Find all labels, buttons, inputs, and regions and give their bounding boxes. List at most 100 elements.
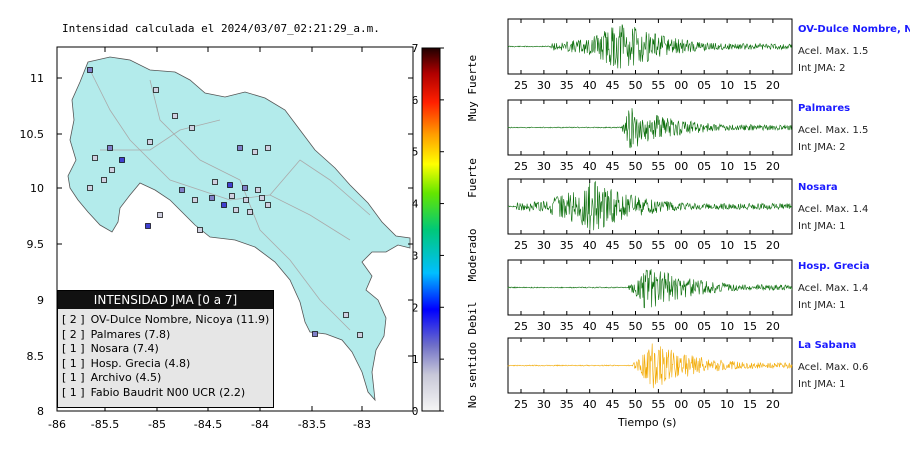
seismogram-panel: 25 30 35 40 45 50 55 00 05 10 15 20 — [507, 99, 793, 173]
time-tick-label: 05 — [697, 79, 711, 92]
time-tick-label: 55 — [651, 239, 665, 252]
time-tick-label: 20 — [766, 398, 780, 411]
station-marker — [265, 202, 271, 208]
map-x-tick-label: -83 — [353, 418, 371, 431]
time-tick-label: 35 — [560, 79, 574, 92]
seismogram-trace — [507, 269, 793, 309]
map-x-tick-label: -84.5 — [194, 418, 222, 431]
time-tick-label: 50 — [629, 398, 643, 411]
time-tick-label: 30 — [537, 79, 551, 92]
station-marker — [343, 312, 349, 318]
station-markers — [87, 67, 363, 338]
intensity-colorbar: 0 1 2 3 4 5 6 7 No sentido Debil Moderado Fuerte Mu… — [412, 42, 479, 418]
station-marker — [179, 187, 185, 193]
legend-item-label: Nosara (7.4) — [90, 342, 159, 355]
station-marker — [145, 223, 151, 229]
colorbar-tick-label: 6 — [412, 94, 419, 107]
colorbar-tick-label: 4 — [412, 198, 419, 211]
station-jma: Int JMA: 1 — [798, 300, 846, 311]
time-tick-label: 05 — [697, 239, 711, 252]
time-tick-label: 20 — [766, 79, 780, 92]
station-accel: Acel. Max. 1.5 — [798, 46, 869, 57]
colorbar-category-label: Muy Fuerte — [466, 55, 479, 121]
time-tick-label: 40 — [583, 398, 597, 411]
time-tick-label: 40 — [583, 160, 597, 173]
seismogram-frame — [507, 178, 793, 235]
station-marker — [243, 197, 249, 203]
map-x-tick-label: -84 — [251, 418, 269, 431]
time-tick-label: 50 — [629, 160, 643, 173]
station-marker — [229, 193, 235, 199]
colorbar-gradient — [421, 47, 441, 412]
station-marker — [107, 145, 113, 151]
colorbar-labels: No sentido Debil Moderado Fuerte Muy Fuerte — [466, 55, 479, 408]
map-title: Intensidad calculada el 2024/03/07_02:21… — [62, 22, 380, 35]
seismogram-trace — [507, 343, 793, 389]
station-name: Hosp. Grecia — [798, 261, 870, 272]
colorbar-category-label: Debil — [466, 301, 479, 334]
time-tick-label: 25 — [514, 239, 528, 252]
legend-item-jma: [ 1 ] — [62, 385, 85, 399]
time-tick-label: 10 — [720, 398, 734, 411]
station-marker — [227, 182, 233, 188]
station-marker — [147, 139, 153, 145]
station-marker — [265, 145, 271, 151]
time-tick-label: 45 — [606, 160, 620, 173]
station-info: La Sabana Acel. Max. 0.6 Int JMA: 1 — [798, 340, 910, 393]
map-y-axis: 11 10.5 10 9.5 9 8.5 8 — [20, 72, 413, 418]
time-tick-label: 15 — [743, 160, 757, 173]
map-y-tick-label: 8.5 — [27, 350, 45, 363]
station-info: OV-Dulce Nombre, Nicoya Acel. Max. 1.5 In… — [798, 24, 910, 77]
station-name: La Sabana — [798, 340, 857, 351]
map-y-tick-label: 9 — [37, 294, 44, 307]
legend-item-label: Archivo (4.5) — [90, 371, 162, 384]
seismogram-panels: 25 30 35 40 45 50 55 00 05 10 15 20 25 30 35 40 45 50 55 00… — [507, 18, 793, 411]
station-accel: Acel. Max. 1.4 — [798, 283, 869, 294]
time-tick-label: 20 — [766, 320, 780, 333]
station-marker — [233, 207, 239, 213]
time-tick-label: 30 — [537, 239, 551, 252]
time-tick-label: 15 — [743, 398, 757, 411]
legend-item: [ 1 ] Hosp. Grecia (4.8) — [58, 357, 273, 372]
legend-item-jma: [ 1 ] — [62, 356, 85, 370]
station-marker — [109, 167, 115, 173]
seismogram-panel: 25 30 35 40 45 50 55 00 05 10 15 20 — [507, 259, 793, 333]
time-tick-label: 05 — [697, 398, 711, 411]
station-name: Nosara — [798, 182, 838, 193]
legend-item-label: OV-Dulce Nombre, Nicoya (11.9) — [90, 313, 270, 326]
station-marker — [252, 149, 258, 155]
time-tick-label: 35 — [560, 239, 574, 252]
time-tick-label: 55 — [651, 160, 665, 173]
map-y-tick-label: 8 — [37, 405, 44, 418]
time-tick-label: 30 — [537, 160, 551, 173]
station-marker — [242, 185, 248, 191]
time-tick-label: 50 — [629, 239, 643, 252]
map-x-tick-label: -85.5 — [91, 418, 119, 431]
station-marker — [357, 332, 363, 338]
station-marker — [259, 195, 265, 201]
legend-title: INTENSIDAD JMA [0 a 7] — [58, 291, 273, 309]
colorbar-category-label: Fuerte — [466, 158, 479, 198]
station-marker — [312, 331, 318, 337]
legend-item: [ 2 ] OV-Dulce Nombre, Nicoya (11.9) — [58, 313, 273, 328]
legend-item-jma: [ 1 ] — [62, 371, 85, 384]
time-tick-label: 45 — [606, 320, 620, 333]
station-marker — [119, 157, 125, 163]
time-tick-label: 35 — [560, 320, 574, 333]
seismogram-panel: 25 30 35 40 45 50 55 00 05 10 15 20 — [507, 337, 793, 411]
time-tick-label: 00 — [674, 398, 688, 411]
station-accel: Acel. Max. 1.5 — [798, 125, 869, 136]
time-tick-label: 25 — [514, 320, 528, 333]
time-tick-label: 15 — [743, 239, 757, 252]
legend-item-jma: [ 2 ] — [62, 327, 85, 341]
time-tick-label: 15 — [743, 320, 757, 333]
map-y-tick-label: 11 — [30, 72, 44, 85]
station-marker — [87, 67, 93, 73]
time-tick-label: 35 — [560, 398, 574, 411]
station-jma: Int JMA: 1 — [798, 379, 846, 390]
station-marker — [153, 87, 159, 93]
map-x-tick-label: -83.5 — [298, 418, 326, 431]
time-tick-label: 45 — [606, 398, 620, 411]
station-name: OV-Dulce Nombre, Nicoya — [798, 24, 910, 35]
colorbar-tick-label: 1 — [412, 353, 419, 366]
